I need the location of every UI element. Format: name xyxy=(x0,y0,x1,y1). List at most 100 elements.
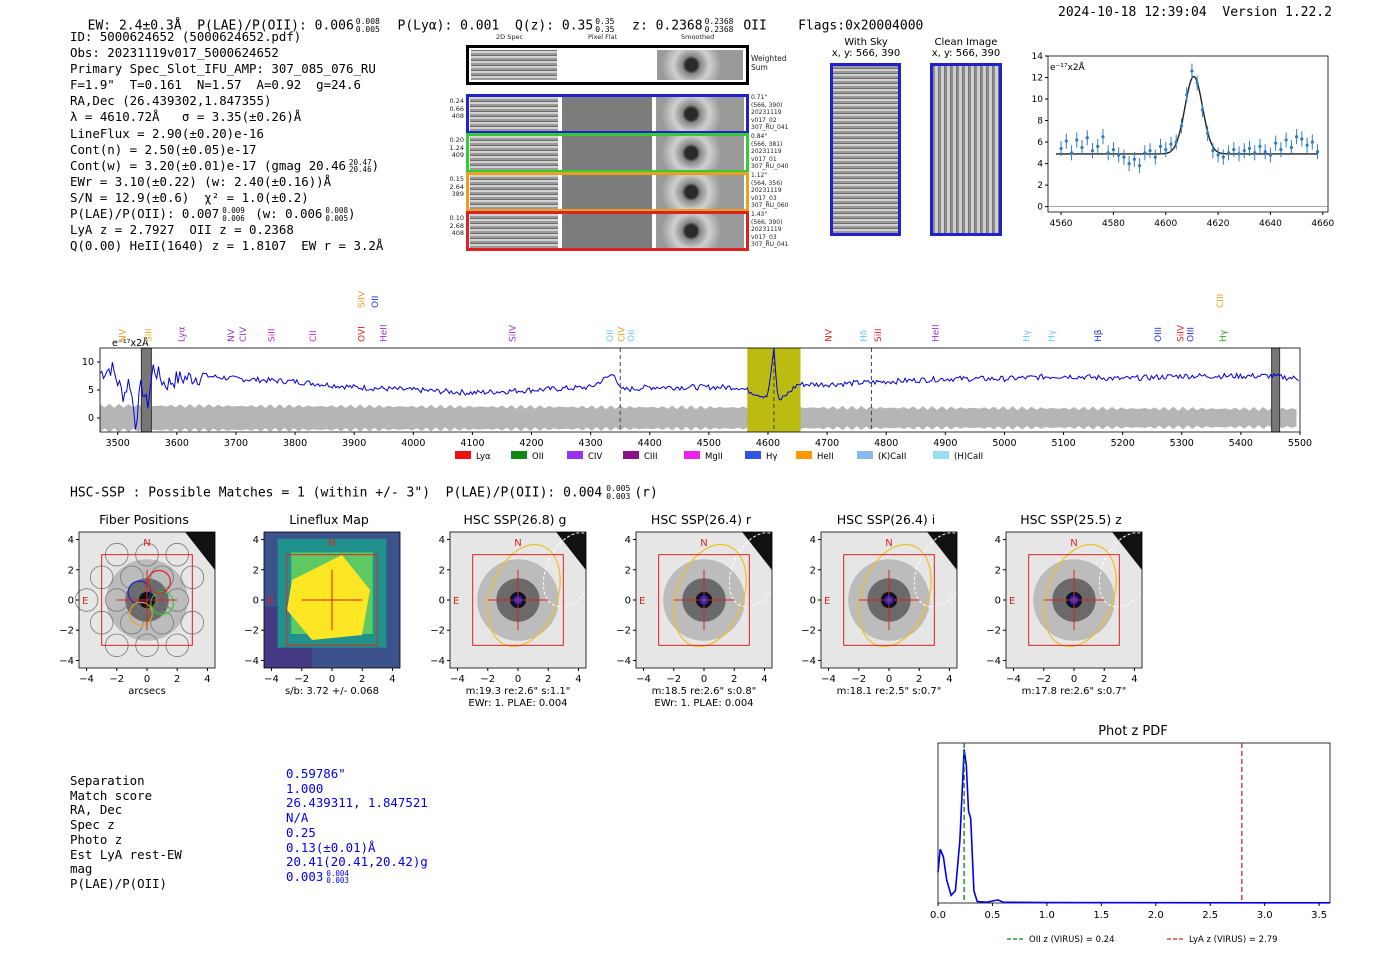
summary-lambda: λ = 4610.72Å σ = 3.35(±0.26)Å xyxy=(70,109,302,125)
hsc-tail: (r) xyxy=(634,485,658,501)
legend-swatch xyxy=(796,451,812,459)
zoom-data-point xyxy=(1101,135,1105,139)
hsc-panel-title: Lineflux Map xyxy=(289,512,369,527)
weighted-2dspec xyxy=(471,50,557,80)
panel-y-tick-label: 0 xyxy=(995,596,1001,607)
panel-x-tick-label: −2 xyxy=(109,674,124,685)
panel-y-tick-label: 0 xyxy=(439,596,445,607)
with-sky-xy: x, y: 566, 390 xyxy=(831,48,901,59)
panel-y-tick-label: 2 xyxy=(253,565,259,576)
clean-xy: x, y: 566, 390 xyxy=(931,48,1001,59)
legend-label: CIV xyxy=(588,452,602,462)
full-y-tick-label: 5 xyxy=(88,385,94,396)
zoom-data-point xyxy=(1169,142,1173,146)
spectral-line-label: NV xyxy=(118,328,128,342)
fiber-circle xyxy=(120,565,144,590)
zoom-data-point xyxy=(1111,148,1116,152)
spectral-line-name: CIII xyxy=(1216,294,1226,308)
panel-y-tick-label: 0 xyxy=(253,596,259,607)
clean-image xyxy=(930,63,1002,236)
zoom-y-tick-label: 8 xyxy=(1037,117,1043,127)
zoom-data-point xyxy=(1127,161,1131,166)
legend-label: OII xyxy=(532,452,544,462)
panel-y-tick-label: −2 xyxy=(430,626,445,637)
hsc-panel: N E 4 2 0 −2 −4 −4 −2 0 2 4 m:18.5 re:2.6" s:0.8" EWr… xyxy=(610,530,790,710)
zoom-data-point xyxy=(1064,139,1068,143)
photz-x-tick-label: 2.5 xyxy=(1202,910,1218,921)
zoom-data-point xyxy=(1263,150,1267,154)
hsc-panel-title: HSC SSP(26.4) i xyxy=(836,512,936,527)
contw-sup: 20.47 xyxy=(349,157,372,167)
zoom-data-point xyxy=(1132,157,1136,161)
east-label: E xyxy=(453,596,459,607)
summary-radec: RA,Dec (26.439302,1.847355) xyxy=(70,93,272,109)
spectral-line-label: Hδ xyxy=(860,329,870,342)
summary-contw: Cont(w) = 3.20(±0.01)e-17 (gmag 20.46 20.… xyxy=(70,157,380,175)
spectral-line-name: Lyα xyxy=(178,326,188,342)
legend-label: (H)CaII xyxy=(954,452,983,462)
zoom-data-point xyxy=(1284,138,1288,142)
panel-x-tick-label: 0 xyxy=(701,674,707,685)
zoom-y-tick-label: 14 xyxy=(1032,52,1044,62)
with-sky-image xyxy=(830,63,901,236)
spectral-line-name: SiIV xyxy=(1177,324,1187,342)
match-values: 0.59786" 1.000 26.439311, 1.847521 N/A 0.25 0… xyxy=(286,766,428,885)
zoom-data-point xyxy=(1153,155,1157,159)
panel-y-tick-label: −2 xyxy=(244,626,259,637)
photz-x-tick-label: 3.5 xyxy=(1311,910,1327,921)
panel-y-tick-label: −2 xyxy=(801,626,816,637)
panel-x-tick-label: 4 xyxy=(204,674,210,685)
plae-sup: 0.008 xyxy=(355,17,380,26)
hsc-panel-plot: N E 4 2 0 −2 −4 −4 −2 0 2 4 m:19.3 re:2.6" s:1.1"EWr… xyxy=(430,531,599,709)
panel-y-tick-label: −4 xyxy=(801,656,816,667)
legend-label: Lyα xyxy=(476,452,491,462)
legend-label: HeII xyxy=(817,452,834,462)
zoom-data-point xyxy=(1242,149,1246,153)
cutout-row-frame xyxy=(466,94,749,134)
zoom-data-point xyxy=(1279,148,1283,152)
neighbor-ellipse xyxy=(1098,532,1155,608)
zoom-x-tick-label: 4600 xyxy=(1154,219,1177,229)
match-plae-sup-sub: 0.004 0.003 xyxy=(326,870,349,885)
full-x-tick-label: 5300 xyxy=(1170,438,1194,449)
photz-legend-label: OII z (VIRUS) = 0.24 xyxy=(1029,935,1115,945)
qz-sup: 0.35 xyxy=(595,17,615,26)
panel-y-tick-label: 4 xyxy=(995,535,1001,546)
full-x-tick-label: 3900 xyxy=(342,438,366,449)
panel-y-tick-label: 0 xyxy=(810,596,816,607)
zoom-data-point xyxy=(1059,146,1063,151)
legend-swatch xyxy=(857,451,873,459)
cutout-row-stats: 0.10 2.68 408 xyxy=(449,214,464,237)
bad-region-right xyxy=(1271,347,1281,433)
summary-params: F=1.9" T=0.161 N=1.57 A=0.92 g=24.6 xyxy=(70,77,361,93)
match-plae-sup: 0.004 xyxy=(326,868,349,878)
zoom-y-tick-label: 0 xyxy=(1037,203,1043,213)
plae2-text: P(LAE)/P(OII): 0.007 xyxy=(70,206,220,222)
panel-x-tick-label: 0 xyxy=(329,674,335,685)
zoom-data-point xyxy=(1122,155,1126,159)
spectral-line-label: OII xyxy=(606,330,616,342)
plae2-sup: 0.009 xyxy=(222,206,245,216)
legend-label: CIII xyxy=(644,452,657,462)
zoom-y-tick-label: 6 xyxy=(1037,138,1043,148)
cutout-2dspec xyxy=(470,97,558,131)
cutout-smoothed xyxy=(656,97,744,131)
photz-curve xyxy=(937,749,1331,904)
panel-x-tick-label: 0 xyxy=(515,674,521,685)
spectral-line-name: OIII xyxy=(1187,327,1197,342)
full-x-tick-label: 5200 xyxy=(1111,438,1135,449)
col-pixelflat-label: Pixel Flat xyxy=(588,33,618,41)
zoom-y-tick-label: 2 xyxy=(1037,181,1043,191)
spectral-line-name: OII xyxy=(371,296,381,308)
cutout-smoothed xyxy=(656,136,744,170)
spectral-line-name: CIV xyxy=(239,326,249,342)
panel-caption: arcsecs xyxy=(128,686,166,697)
panel-y-tick-label: 2 xyxy=(625,565,631,576)
full-spectrum-chart: e⁻¹⁷x2Å 0 5 10 3500 3600 3700 3800 3900 4000 4100… xyxy=(82,290,1312,462)
cutout-smoothed xyxy=(656,175,744,209)
zoom-data-point xyxy=(1106,151,1110,155)
north-label: N xyxy=(143,538,150,549)
hsc-title: HSC-SSP : Possible Matches = 1 (within +… xyxy=(70,485,658,501)
panel-x-tick-label: 0 xyxy=(1071,674,1077,685)
hsc-panel: N E 4 2 0 −2 −4 −4 −2 0 2 4 m:17.8 re:2.6" s:0.7" xyxy=(980,530,1160,710)
